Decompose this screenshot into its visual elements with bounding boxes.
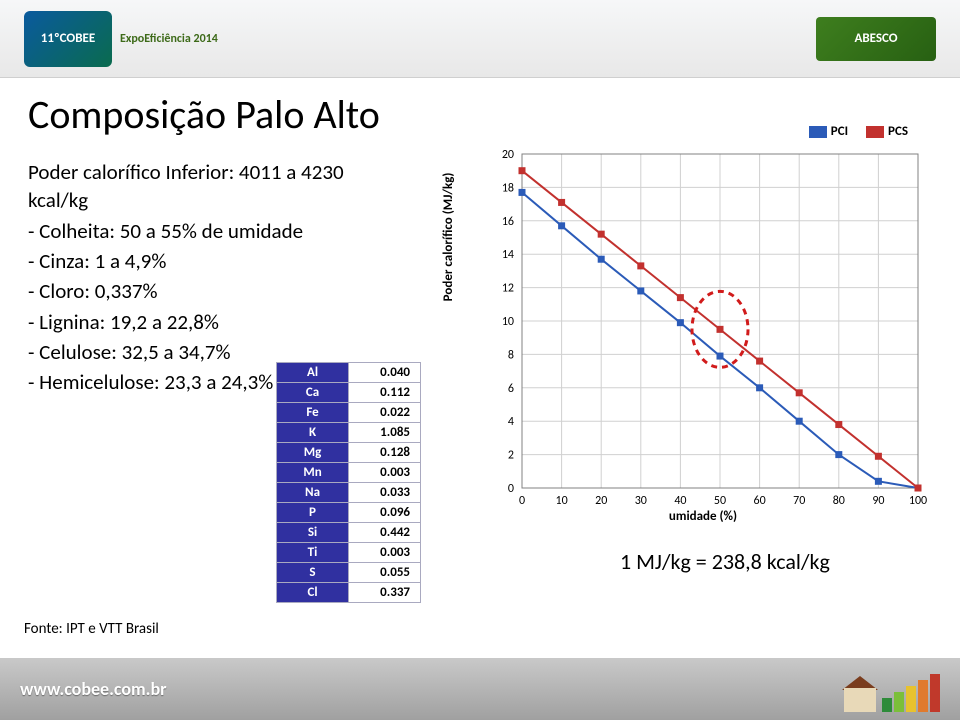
- svg-text:18: 18: [502, 181, 514, 195]
- svg-text:80: 80: [833, 494, 845, 508]
- svg-text:40: 40: [674, 494, 686, 508]
- element-symbol: Si: [277, 523, 349, 543]
- element-value: 0.128: [349, 443, 421, 463]
- element-value: 0.022: [349, 403, 421, 423]
- svg-text:10: 10: [502, 315, 514, 329]
- table-row: Al0.040: [277, 363, 421, 383]
- legend-swatch: [866, 126, 884, 138]
- table-row: K1.085: [277, 423, 421, 443]
- element-value: 1.085: [349, 423, 421, 443]
- chart-legend: PCI PCS: [809, 124, 908, 139]
- svg-text:100: 100: [909, 494, 927, 508]
- legend-label: PCI: [831, 124, 848, 139]
- element-symbol: Mn: [277, 463, 349, 483]
- table-row: P0.096: [277, 503, 421, 523]
- chart-xlabel: umidade (%): [468, 509, 938, 524]
- element-symbol: Cl: [277, 583, 349, 603]
- svg-text:12: 12: [502, 282, 514, 296]
- element-symbol: K: [277, 423, 349, 443]
- element-symbol: Ti: [277, 543, 349, 563]
- svg-text:8: 8: [508, 348, 514, 362]
- svg-text:16: 16: [502, 215, 514, 229]
- legend-swatch: [809, 126, 827, 138]
- element-symbol: P: [277, 503, 349, 523]
- slide-title: Composição Palo Alto: [28, 90, 380, 139]
- svg-text:90: 90: [872, 494, 884, 508]
- table-row: Ti0.003: [277, 543, 421, 563]
- bullet-item: - Cloro: 0,337%: [28, 277, 408, 305]
- element-symbol: Fe: [277, 403, 349, 423]
- element-value: 0.112: [349, 383, 421, 403]
- element-value: 0.337: [349, 583, 421, 603]
- footer-url: www.cobee.com.br: [20, 678, 167, 700]
- svg-text:30: 30: [635, 494, 647, 508]
- calorific-chart: PCI PCS 0 10 20 30 40 50 60 70 80 90 100 0 2 4 6 8 10 12 14…: [468, 120, 938, 560]
- svg-text:0: 0: [508, 482, 514, 496]
- element-symbol: Mg: [277, 443, 349, 463]
- svg-text:6: 6: [508, 382, 514, 396]
- conversion-note: 1 MJ/kg = 238,8 kcal/kg: [620, 548, 830, 575]
- elements-table: Al0.040Ca0.112Fe0.022K1.085Mg0.128Mn0.00…: [276, 362, 421, 603]
- svg-text:14: 14: [502, 248, 514, 262]
- composition-bullets: Poder calorífico Inferior: 4011 a 4230 k…: [28, 158, 408, 397]
- bullet-item: - Lignina: 19,2 a 22,8%: [28, 308, 408, 336]
- table-row: Mn0.003: [277, 463, 421, 483]
- event-logo-badge: 11ºCOBEE: [24, 11, 112, 67]
- svg-text:50: 50: [714, 494, 726, 508]
- svg-text:4: 4: [508, 415, 514, 429]
- table-row: Ca0.112: [277, 383, 421, 403]
- header-banner: 11ºCOBEE ExpoEficiência 2014 ABESCO: [0, 0, 960, 78]
- legend-item: PCI: [809, 124, 848, 139]
- chart-ylabel: Poder calorífico (MJ/kg): [441, 173, 456, 302]
- element-symbol: Ca: [277, 383, 349, 403]
- element-value: 0.003: [349, 543, 421, 563]
- element-value: 0.003: [349, 463, 421, 483]
- table-row: Na0.033: [277, 483, 421, 503]
- legend-label: PCS: [888, 124, 908, 139]
- bullet-item: - Cinza: 1 a 4,9%: [28, 247, 408, 275]
- svg-text:0: 0: [519, 494, 525, 508]
- svg-text:70: 70: [793, 494, 805, 508]
- element-value: 0.040: [349, 363, 421, 383]
- element-symbol: S: [277, 563, 349, 583]
- legend-item: PCS: [866, 124, 908, 139]
- event-logo-left: 11ºCOBEE ExpoEficiência 2014: [24, 11, 218, 67]
- footer-bar: www.cobee.com.br: [0, 658, 960, 720]
- bullet-lead: Poder calorífico Inferior: 4011 a 4230 k…: [28, 158, 408, 215]
- bullet-item: - Colheita: 50 a 55% de umidade: [28, 217, 408, 245]
- element-value: 0.055: [349, 563, 421, 583]
- table-row: S0.055: [277, 563, 421, 583]
- table-row: Mg0.128: [277, 443, 421, 463]
- svg-text:20: 20: [502, 148, 514, 162]
- sponsor-logo: ABESCO: [816, 17, 936, 61]
- event-logo-sub: ExpoEficiência 2014: [120, 32, 218, 46]
- svg-text:2: 2: [508, 449, 514, 463]
- svg-text:60: 60: [754, 494, 766, 508]
- table-row: Fe0.022: [277, 403, 421, 423]
- source-note: Fonte: IPT e VTT Brasil: [24, 620, 159, 638]
- element-symbol: Na: [277, 483, 349, 503]
- element-value: 0.442: [349, 523, 421, 543]
- table-row: Cl0.337: [277, 583, 421, 603]
- element-value: 0.096: [349, 503, 421, 523]
- svg-text:20: 20: [595, 494, 607, 508]
- element-value: 0.033: [349, 483, 421, 503]
- element-symbol: Al: [277, 363, 349, 383]
- footer-house-icon: [842, 666, 940, 712]
- chart-svg: 0 10 20 30 40 50 60 70 80 90 100 0 2 4 6 8 10 12 14 16 18 20: [468, 120, 938, 560]
- svg-text:10: 10: [556, 494, 568, 508]
- table-row: Si0.442: [277, 523, 421, 543]
